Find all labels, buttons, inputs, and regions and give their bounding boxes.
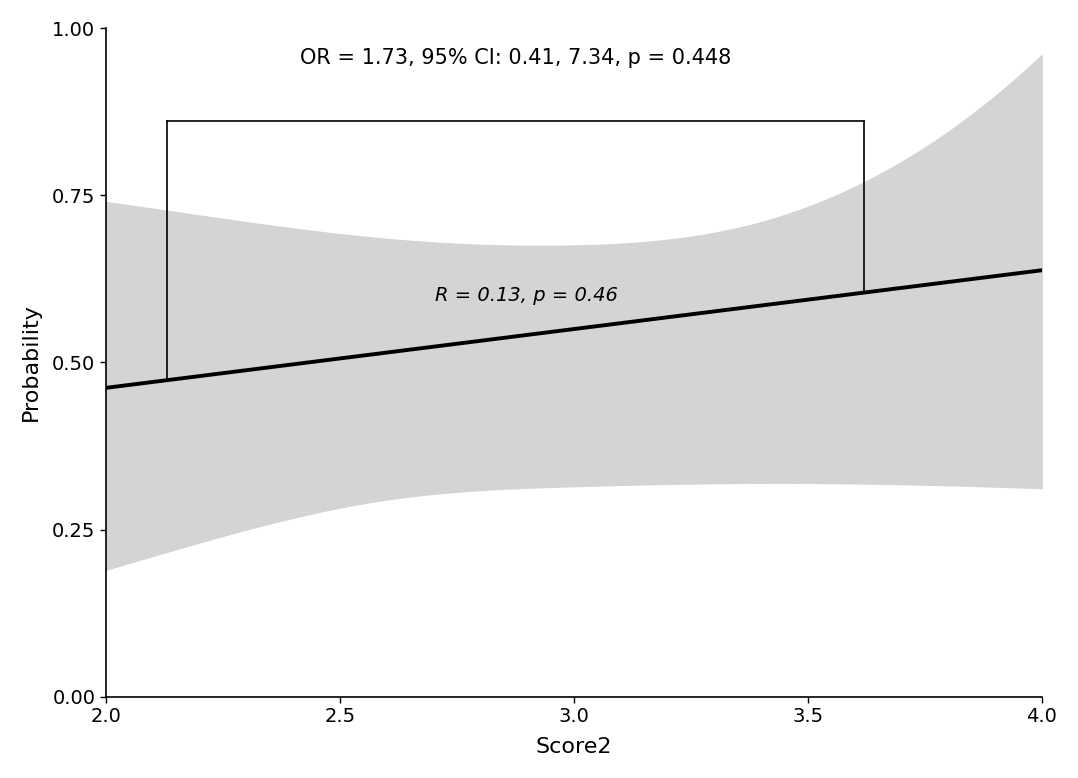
Text: R = 0.13, p = 0.46: R = 0.13, p = 0.46 [436, 286, 619, 305]
Text: OR = 1.73, 95% CI: 0.41, 7.34, p = 0.448: OR = 1.73, 95% CI: 0.41, 7.34, p = 0.448 [300, 48, 731, 68]
Y-axis label: Probability: Probability [20, 303, 41, 422]
X-axis label: Score2: Score2 [536, 738, 612, 757]
